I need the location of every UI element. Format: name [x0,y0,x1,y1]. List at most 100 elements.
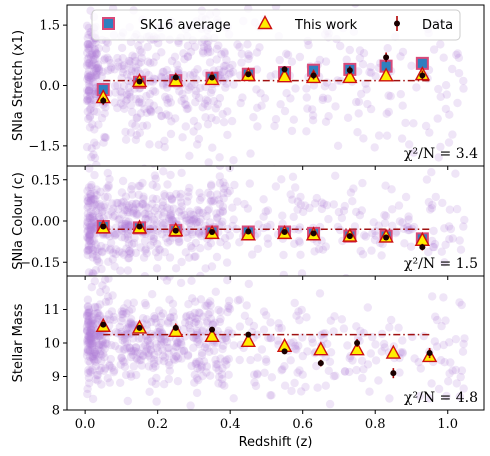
scatter-point [131,343,140,352]
scatter-point [300,201,310,210]
scatter-point [97,207,107,217]
scatter-point [164,317,173,326]
scatter-point [192,374,202,383]
scatter-point [215,93,225,103]
scatter-point [142,249,151,258]
scatter-point [94,332,103,341]
scatter-point [138,178,147,188]
scatter-point [212,116,221,125]
scatter-point [203,43,212,52]
scatter-point [398,336,407,345]
scatter-point [181,318,190,327]
scatter-point [371,356,381,365]
scatter-point [111,250,121,259]
scatter-point [133,348,142,357]
scatter-point [88,40,97,49]
scatter-point [354,97,364,107]
ylabel-panel-3: Stellar Mass [11,303,26,382]
data-point [172,324,179,331]
ytick-label: 8 [52,404,60,419]
scatter-point [87,329,96,338]
scatter-point [156,326,165,335]
scatter-point [242,301,251,310]
scatter-point [148,194,158,203]
scatter-point [87,144,96,153]
scatter-point [92,334,101,343]
scatter-point [85,82,94,92]
scatter-point [152,318,161,327]
scatter-point [286,338,295,348]
scatter-point [432,315,442,325]
scatter-point [337,213,347,223]
scatter-point [274,319,283,328]
scatter-point [448,130,457,139]
scatter-point [228,203,237,212]
scatter-point [162,228,171,237]
scatter-point [143,57,153,66]
scatter-point [89,215,98,224]
scatter-point [157,204,167,213]
scatter-point [89,354,99,364]
scatter-point [122,206,132,215]
scatter-point [83,209,93,218]
scatter-point [160,136,169,145]
scatter-point [184,104,193,113]
scatter-point [147,377,157,386]
scatter-point [103,168,113,178]
scatter-point [128,107,137,117]
data-point [346,233,353,240]
scatter-point [149,58,158,67]
scatter-point [351,5,360,8]
scatter-point [86,318,96,327]
scatter-point [87,239,96,248]
scatter-point [298,351,307,361]
scatter-point [296,250,305,259]
scatter-point [213,326,222,336]
scatter-point [83,302,93,311]
scatter-point [169,347,178,356]
scatter-point [126,57,135,66]
scatter-point [134,59,143,69]
scatter-point [192,357,201,367]
scatter-point [83,33,93,43]
scatter-point [219,178,228,187]
ytick-label: 9 [52,370,60,385]
scatter-point [182,227,191,237]
scatter-point [158,201,168,210]
scatter-point [115,214,124,224]
scatter-point [117,88,127,97]
scatter-point [86,189,95,199]
scatter-point [125,59,134,68]
scatter-point [191,297,200,306]
scatter-point [109,368,118,377]
scatter-point [123,396,132,406]
scatter-point [85,193,94,203]
scatter-point [100,203,109,212]
scatter-point [215,172,224,181]
scatter-point [85,163,93,166]
scatter-point [124,220,133,229]
scatter-point [326,316,335,325]
scatter-point [118,336,127,345]
scatter-point [84,66,94,76]
scatter-point [87,333,97,342]
scatter-point [178,133,187,142]
scatter-point [340,367,350,376]
scatter-point [223,224,232,234]
scatter-point [88,315,98,324]
scatter-point [266,334,275,343]
scatter-point [166,170,175,180]
scatter-point [317,198,326,207]
ytick-label: 11 [43,303,60,318]
scatter-point [296,192,305,202]
scatter-point [157,48,166,57]
scatter-point [218,364,227,373]
scatter-point [87,195,96,204]
scatter-point [131,347,140,356]
scatter-point [394,323,403,332]
scatter-point [84,242,94,251]
scatter-cloud-panel-3 [82,276,469,410]
scatter-point [89,269,98,276]
scatter-point [151,87,160,97]
scatter-point [117,233,127,242]
